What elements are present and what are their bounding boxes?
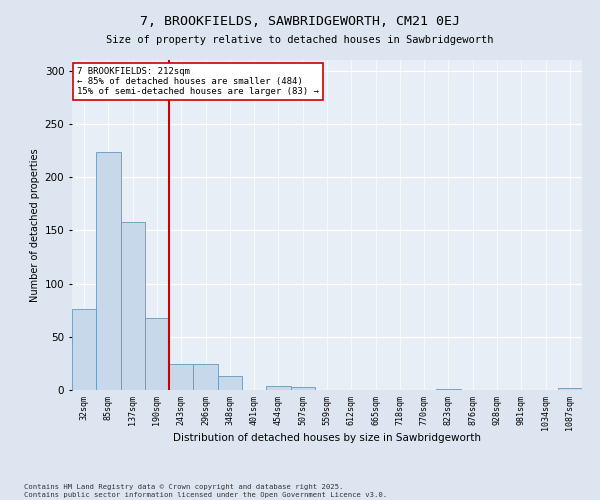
Bar	[290, 387, 315, 390]
Text: 7 BROOKFIELDS: 212sqm
← 85% of detached houses are smaller (484)
15% of semi-det: 7 BROOKFIELDS: 212sqm ← 85% of detached …	[77, 66, 319, 96]
Bar	[145, 318, 169, 390]
Bar	[96, 152, 121, 390]
Bar	[266, 386, 290, 390]
Bar	[558, 388, 582, 390]
Bar	[72, 309, 96, 390]
Bar	[218, 376, 242, 390]
Text: 7, BROOKFIELDS, SAWBRIDGEWORTH, CM21 0EJ: 7, BROOKFIELDS, SAWBRIDGEWORTH, CM21 0EJ	[140, 15, 460, 28]
Bar	[436, 389, 461, 390]
X-axis label: Distribution of detached houses by size in Sawbridgeworth: Distribution of detached houses by size …	[173, 432, 481, 442]
Text: Size of property relative to detached houses in Sawbridgeworth: Size of property relative to detached ho…	[106, 35, 494, 45]
Bar	[193, 364, 218, 390]
Bar	[169, 364, 193, 390]
Text: Contains HM Land Registry data © Crown copyright and database right 2025.
Contai: Contains HM Land Registry data © Crown c…	[24, 484, 387, 498]
Bar	[121, 222, 145, 390]
Y-axis label: Number of detached properties: Number of detached properties	[31, 148, 40, 302]
